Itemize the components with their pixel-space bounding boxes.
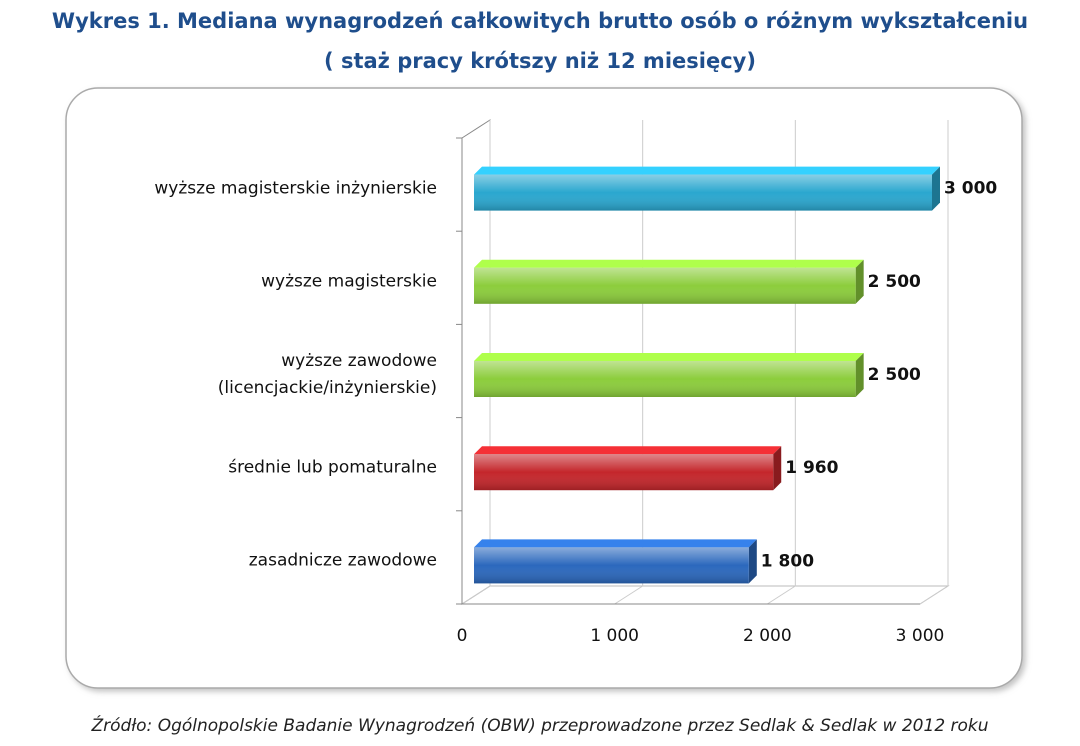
bar-gloss	[474, 267, 856, 304]
bar-side	[855, 353, 864, 397]
y-tick-label: wyższe zawodowe (licencjackie/inżyniersk…	[217, 351, 437, 398]
x-tick-label: 0	[457, 626, 468, 646]
x-tick-label: 2 000	[743, 626, 792, 646]
value-label: 2 500	[868, 272, 921, 292]
y-tick-label: wyższe magisterskie inżynierskie	[154, 178, 437, 199]
bar-top	[474, 166, 940, 175]
bar-top	[474, 259, 864, 268]
y-tick-label: zasadnicze zawodowe	[248, 550, 437, 571]
bar-gloss	[474, 361, 856, 397]
value-label: 1 960	[785, 458, 838, 478]
bar-side	[748, 539, 757, 584]
source-note: Źródło: Ogólnopolskie Badanie Wynagrodze…	[90, 714, 988, 736]
x-tick-label: 3 000	[896, 626, 945, 646]
bar-top	[474, 446, 782, 455]
chart-title: Wykres 1. Mediana wynagrodzeń całkowityc…	[52, 9, 1028, 33]
x-tick-label: 1 000	[590, 626, 639, 646]
bar-top	[474, 353, 864, 361]
y-tick-label: średnie lub pomaturalne	[228, 457, 437, 478]
grid-line	[919, 120, 949, 605]
bar-gloss	[474, 547, 749, 584]
bar-side	[932, 166, 940, 211]
bar-gloss	[474, 174, 932, 211]
y-tick-label: wyższe magisterskie	[261, 271, 437, 292]
chart-subtitle: ( staż pracy krótszy niż 12 miesięcy)	[324, 49, 756, 73]
value-label: 1 800	[761, 551, 814, 571]
bar-top	[474, 539, 757, 548]
value-label: 3 000	[944, 179, 997, 199]
bar-side	[773, 446, 782, 491]
value-label: 2 500	[868, 365, 921, 385]
bar-side	[855, 259, 864, 304]
bar-gloss	[474, 454, 774, 491]
